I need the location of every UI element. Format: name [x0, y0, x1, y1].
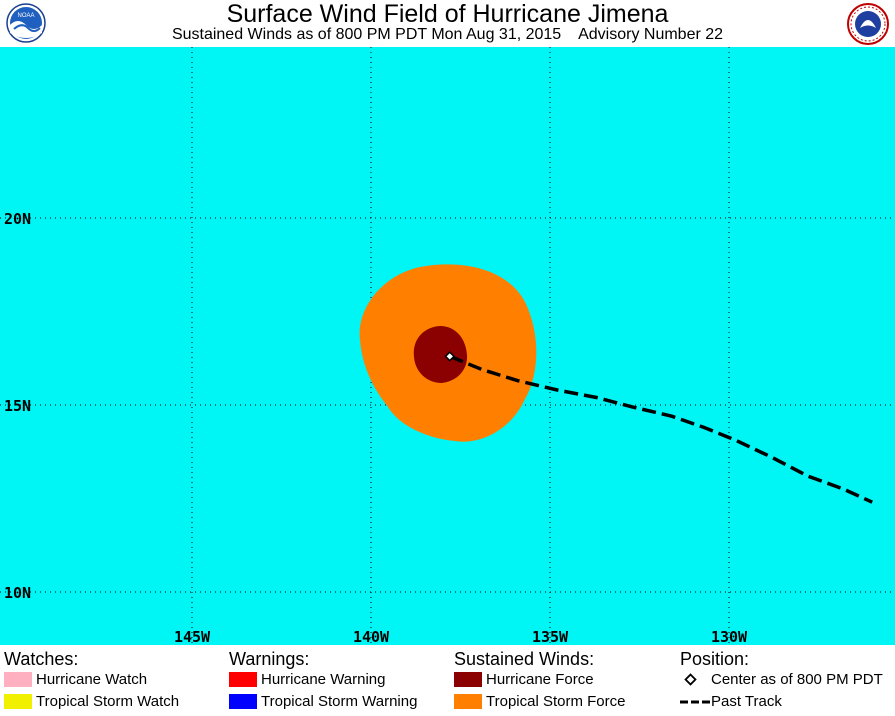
tropical-storm-watch-label: Tropical Storm Watch — [36, 693, 180, 710]
center-position-label: Center as of 800 PM PDT — [711, 671, 883, 688]
tropical-storm-watch-swatch — [4, 694, 32, 709]
center-diamond-icon — [684, 673, 697, 686]
noaa-logo: NOAA — [6, 3, 46, 43]
longitude-label: 130W — [711, 628, 748, 645]
latitude-label: 20N — [4, 210, 31, 228]
longitude-label: 145W — [174, 628, 211, 645]
warnings-heading: Warnings: — [229, 649, 310, 669]
tropical-storm-warning-swatch — [229, 694, 257, 709]
wind-field-map: 20N 15N 10N 145W 140W 135W 130W — [0, 47, 895, 645]
nws-logo — [847, 3, 889, 45]
hurricane-warning-label: Hurricane Warning — [261, 671, 386, 688]
past-track-line — [449, 354, 873, 504]
past-track-label: Past Track — [711, 693, 782, 710]
longitude-label: 135W — [532, 628, 569, 645]
hurricane-watch-swatch — [4, 672, 32, 687]
position-heading: Position: — [680, 649, 750, 669]
latitude-labels: 20N 15N 10N — [4, 210, 31, 602]
hurricane-watch-label: Hurricane Watch — [36, 671, 148, 688]
sustained-winds-heading: Sustained Winds: — [454, 649, 595, 669]
longitude-label: 140W — [353, 628, 390, 645]
storm-center-marker — [444, 351, 456, 362]
latitude-label: 10N — [4, 584, 31, 602]
watches-heading: Watches: — [4, 649, 79, 669]
hurricane-force-swatch — [454, 672, 482, 687]
tropical-storm-force-swatch — [454, 694, 482, 709]
hurricane-force-wind-field — [413, 326, 468, 383]
tropical-storm-force-label: Tropical Storm Force — [486, 693, 626, 710]
tropical-storm-warning-label: Tropical Storm Warning — [261, 693, 418, 710]
longitude-labels: 145W 140W 135W 130W — [174, 628, 748, 645]
latitude-label: 15N — [4, 397, 31, 415]
svg-text:NOAA: NOAA — [17, 13, 34, 19]
hurricane-force-label: Hurricane Force — [486, 671, 594, 688]
legend: Watches: Hurricane Watch Tropical Storm … — [0, 645, 895, 716]
header: NOAA Surface Wind Field of Hurricane Jim… — [0, 0, 895, 47]
past-track-icon — [680, 700, 710, 704]
page-subtitle: Sustained Winds as of 800 PM PDT Mon Aug… — [171, 26, 724, 43]
hurricane-warning-swatch — [229, 672, 257, 687]
page-title: Surface Wind Field of Hurricane Jimena — [226, 0, 669, 28]
lat-lon-grid — [0, 47, 895, 645]
